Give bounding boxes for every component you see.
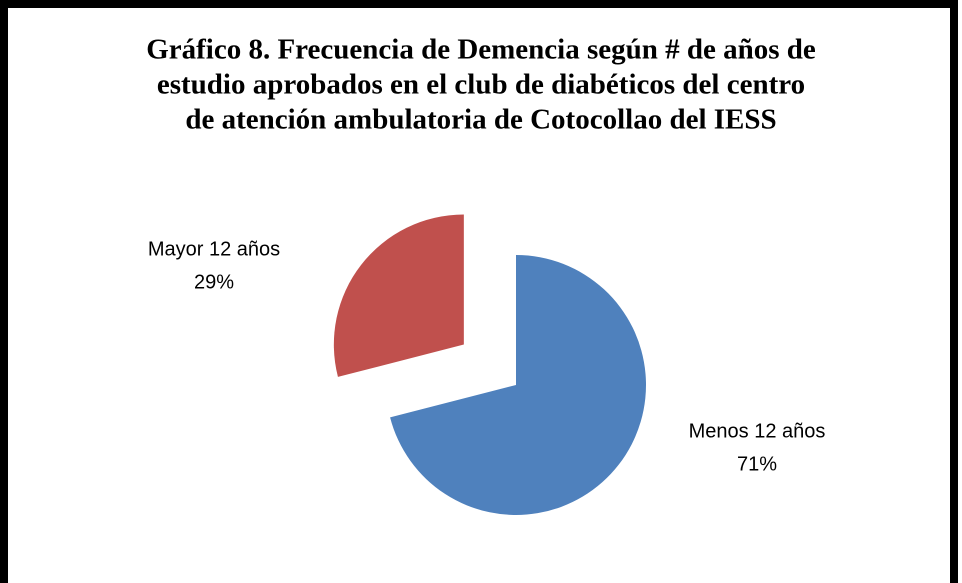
slice-label: Menos 12 años [689, 420, 826, 442]
slice-value-label: 29% [194, 271, 234, 293]
slice-value-label: 71% [737, 453, 777, 475]
chart-title: Gráfico 8. Frecuencia de Demencia según … [146, 34, 816, 66]
slice-label: Mayor 12 años [148, 238, 280, 260]
chart-title: estudio aprobados en el club de diabétic… [157, 69, 805, 101]
pie-slice [390, 255, 647, 516]
pie-slice [333, 214, 464, 377]
chart-title: de atención ambulatoria de Cotocollao de… [185, 104, 776, 136]
